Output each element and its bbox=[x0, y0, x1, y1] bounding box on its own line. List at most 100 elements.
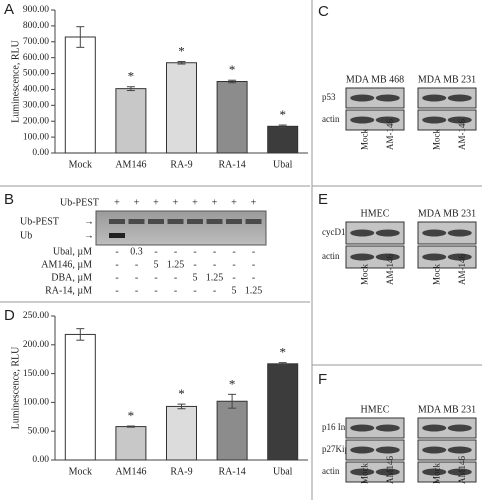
blot-image bbox=[417, 221, 477, 245]
blot-image bbox=[417, 109, 477, 131]
y-tick-label: 800.00 bbox=[23, 21, 49, 31]
blot-band bbox=[447, 94, 472, 102]
y-tick-label: 400.00 bbox=[23, 85, 49, 95]
y-tick-label: 250.00 bbox=[23, 311, 49, 321]
bar bbox=[115, 88, 147, 154]
gel-band bbox=[206, 219, 223, 224]
lane-mark: + bbox=[212, 197, 218, 208]
gel-band bbox=[245, 219, 262, 224]
lane-label: Mock bbox=[359, 129, 369, 150]
significance-mark: * bbox=[229, 62, 236, 77]
bar bbox=[216, 400, 248, 461]
blot-band bbox=[375, 424, 400, 432]
row-cell: - bbox=[232, 259, 235, 270]
gel-header: Ub-PEST bbox=[60, 197, 99, 208]
blot-band bbox=[375, 116, 400, 124]
x-tick-label: AM146 bbox=[115, 466, 146, 477]
y-tick-label: 700.00 bbox=[23, 37, 49, 47]
y-axis-label: Luminescence, RLU bbox=[10, 39, 21, 123]
bar bbox=[166, 62, 197, 154]
blot-band bbox=[350, 424, 375, 432]
lane-mark: + bbox=[192, 197, 198, 208]
blot-column: MDA MB 468 bbox=[346, 74, 404, 85]
row-cell: 1.25 bbox=[206, 272, 224, 283]
gel-band bbox=[226, 219, 242, 224]
row-cell: - bbox=[154, 272, 157, 283]
blot-band bbox=[447, 468, 472, 476]
blot-row: cycD1 bbox=[322, 227, 346, 237]
y-tick-label: 100.00 bbox=[23, 132, 49, 142]
lane-label: AM-146 bbox=[385, 254, 395, 285]
bar bbox=[64, 333, 96, 461]
row-cell: - bbox=[135, 285, 138, 296]
significance-mark: * bbox=[229, 376, 236, 391]
blot-column: HMEC bbox=[361, 208, 390, 219]
x-tick-label: Ubal bbox=[273, 466, 293, 477]
blot-column: HMEC bbox=[361, 404, 390, 415]
y-tick-label: 100.00 bbox=[23, 398, 49, 408]
blot-column: MDA MB 231 bbox=[418, 74, 476, 85]
blot-band bbox=[422, 229, 447, 237]
significance-mark: * bbox=[178, 386, 185, 401]
y-tick-label: 0.00 bbox=[32, 455, 49, 465]
blot-image bbox=[417, 87, 477, 109]
bar bbox=[216, 81, 248, 154]
lane-label: Mock bbox=[431, 129, 441, 150]
row-cell: - bbox=[174, 285, 177, 296]
blot-band bbox=[422, 116, 447, 124]
blot-row: actin bbox=[322, 251, 340, 261]
significance-mark: * bbox=[279, 107, 286, 122]
x-tick-label: RA-9 bbox=[170, 466, 192, 477]
gel-band bbox=[109, 219, 125, 224]
x-tick-label: RA-14 bbox=[218, 159, 245, 170]
blot-row: actin bbox=[322, 466, 340, 476]
blot-row: p16 Ink bbox=[322, 422, 350, 432]
blot-band bbox=[447, 229, 472, 237]
blot-band bbox=[422, 446, 447, 454]
blot-image bbox=[345, 87, 405, 109]
blot-band bbox=[422, 468, 447, 476]
row-cell: - bbox=[115, 285, 118, 296]
lane-label: AM-146 bbox=[457, 254, 467, 285]
bar bbox=[115, 426, 147, 461]
panel-letter: E bbox=[318, 191, 328, 208]
lane-label: Mock bbox=[431, 264, 441, 285]
panel-letter: F bbox=[318, 371, 327, 388]
lane-mark: + bbox=[153, 197, 159, 208]
blot-band bbox=[350, 229, 375, 237]
row-cell: 0.3 bbox=[130, 246, 143, 257]
lane-mark: + bbox=[251, 197, 257, 208]
row-cell: - bbox=[213, 285, 216, 296]
blot-band bbox=[447, 116, 472, 124]
gel-image bbox=[95, 210, 267, 246]
significance-mark: * bbox=[279, 345, 286, 360]
bar bbox=[267, 125, 299, 154]
blot-band bbox=[447, 446, 472, 454]
blot-band bbox=[422, 94, 447, 102]
row-cell: - bbox=[174, 272, 177, 283]
blot-band bbox=[375, 253, 400, 261]
x-tick-label: Mock bbox=[69, 159, 92, 170]
gel-band bbox=[148, 219, 164, 224]
x-tick-label: RA-9 bbox=[170, 159, 192, 170]
row-cell: - bbox=[193, 285, 196, 296]
blot-image bbox=[417, 461, 477, 483]
row-cell: - bbox=[154, 285, 157, 296]
lane-label: Mock bbox=[359, 463, 369, 484]
row-cell: - bbox=[115, 272, 118, 283]
blot-row: actin bbox=[322, 114, 340, 124]
lane-label: Mock bbox=[359, 264, 369, 285]
lane-mark: + bbox=[134, 197, 140, 208]
row-cell: - bbox=[232, 272, 235, 283]
blot-row: p27Kip bbox=[322, 444, 350, 454]
blot-image bbox=[417, 245, 477, 269]
lane-label: Mock bbox=[431, 463, 441, 484]
gel-band bbox=[109, 233, 125, 238]
row-cell: - bbox=[154, 246, 157, 257]
lane-mark: + bbox=[114, 197, 120, 208]
blot-band bbox=[350, 94, 375, 102]
y-tick-label: 500.00 bbox=[23, 69, 49, 79]
blot-band bbox=[447, 253, 472, 261]
bar bbox=[267, 363, 299, 461]
